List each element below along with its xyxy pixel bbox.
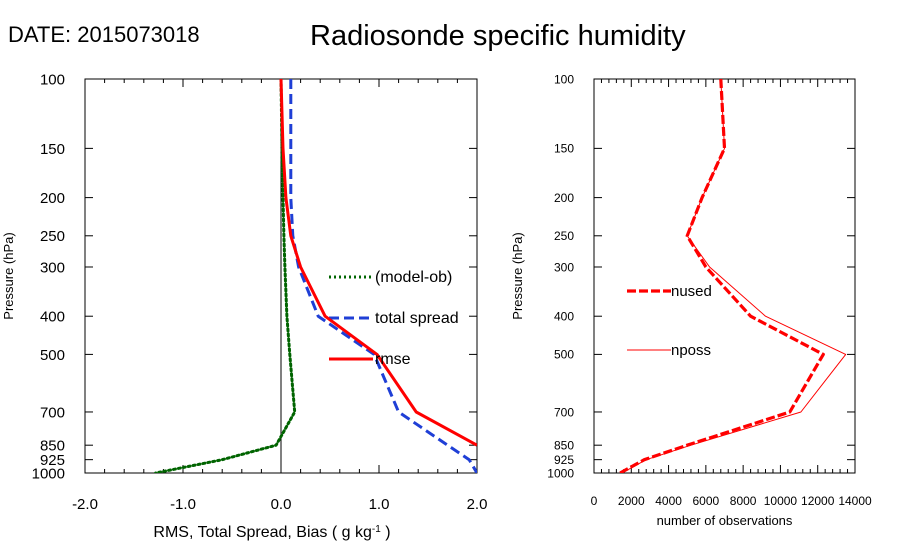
left-xtick-label: -1.0 <box>170 496 196 513</box>
left-ytick-label: 925 <box>40 452 65 469</box>
left-xlabel-end: ) <box>381 524 391 541</box>
right-ytick-label: 1000 <box>547 466 574 480</box>
right-xtick-label: 4000 <box>655 494 682 508</box>
right-legend-label-nposs: nposs <box>671 342 711 359</box>
left-ytick-label: 300 <box>40 259 65 276</box>
left-series-total-spread <box>289 79 477 473</box>
right-ytick-label: 250 <box>554 229 574 243</box>
chart-title: Radiosonde specific humidity <box>310 20 686 52</box>
right-legend-label-nused: nused <box>671 283 712 300</box>
right-xlabel: number of observations <box>657 513 793 528</box>
left-ytick-label: 150 <box>40 141 65 158</box>
left-ytick-label: 850 <box>40 438 65 455</box>
left-xlabel: RMS, Total Spread, Bias ( g kg-1 ) <box>153 524 390 542</box>
left-series-model-ob <box>154 79 297 473</box>
left-series-rmse <box>279 79 477 447</box>
date-label: DATE: 2015073018 <box>8 22 200 47</box>
left-legend-label-model-ob: (model-ob) <box>375 269 452 286</box>
left-legend-label-rmse: rmse <box>375 351 411 368</box>
right-xtick-label: 2000 <box>618 494 645 508</box>
left-ytick-label: 1000 <box>32 465 65 482</box>
right-xtick-label: 14000 <box>838 494 872 508</box>
right-xtick-label: 0 <box>591 494 598 508</box>
left-ytick-label: 100 <box>40 71 65 88</box>
left-xtick-label: 2.0 <box>467 496 488 513</box>
right-xtick-label: 6000 <box>693 494 720 508</box>
left-xlabel-superscript: -1 <box>372 524 381 535</box>
right-ytick-label: 850 <box>554 439 574 453</box>
right-xtick-label: 10000 <box>764 494 798 508</box>
right-series-nused <box>619 79 825 473</box>
right-series-nposs <box>621 79 847 473</box>
right-ylabel: Pressure (hPa) <box>510 232 525 319</box>
right-ytick-label: 300 <box>554 260 574 274</box>
left-xtick-label: 1.0 <box>369 496 390 513</box>
right-ytick-label: 100 <box>554 72 574 86</box>
right-ytick-label: 700 <box>554 405 574 419</box>
right-xtick-label: 12000 <box>801 494 835 508</box>
left-ytick-label: 200 <box>40 190 65 207</box>
right-ytick-label: 150 <box>554 142 574 156</box>
left-ylabel: Pressure (hPa) <box>1 232 16 319</box>
right-xtick-label: 8000 <box>730 494 757 508</box>
left-xtick-label: 0.0 <box>271 496 292 513</box>
left-legend-label-total-spread: total spread <box>375 310 459 327</box>
right-ytick-label: 200 <box>554 191 574 205</box>
left-ytick-label: 500 <box>40 347 65 364</box>
right-ytick-label: 925 <box>554 453 574 467</box>
right-plot-frame <box>593 78 856 474</box>
left-ytick-label: 700 <box>40 404 65 421</box>
left-ytick-label: 250 <box>40 228 65 245</box>
right-ytick-label: 500 <box>554 348 574 362</box>
left-ytick-label: 400 <box>40 309 65 326</box>
right-ytick-label: 400 <box>554 310 574 324</box>
left-xtick-label: -2.0 <box>72 496 98 513</box>
